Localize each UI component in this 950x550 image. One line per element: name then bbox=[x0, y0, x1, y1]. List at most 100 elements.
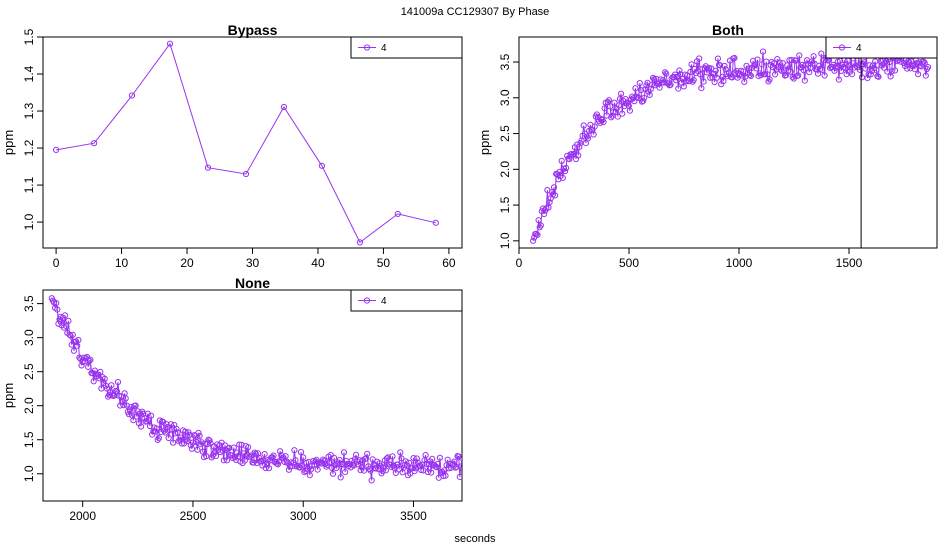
y-tick-label: 1.5 bbox=[22, 28, 36, 45]
data-point bbox=[717, 62, 724, 69]
panel-bypass: Bypass ppm 0 10 20 30 40 50 60 1.0 1.1 1.2 1.3 1.4 1.5… bbox=[1, 22, 463, 270]
panel-both: Both ppm 0 500 1000 1500 1.0 1.5 2.0 2.5 3.0 3.5 4 bbox=[477, 22, 938, 270]
data-point bbox=[752, 61, 759, 68]
data-point bbox=[688, 61, 695, 68]
data-point bbox=[283, 458, 290, 465]
data-point bbox=[576, 143, 583, 150]
data-point bbox=[149, 431, 156, 438]
y-tick-label: 1.5 bbox=[22, 431, 36, 448]
data-point bbox=[795, 72, 802, 79]
data-point bbox=[138, 423, 145, 430]
data-point bbox=[865, 71, 872, 78]
series-4 bbox=[53, 40, 439, 246]
panel-title: Both bbox=[712, 22, 744, 38]
data-point bbox=[342, 469, 349, 476]
data-point bbox=[213, 452, 220, 460]
data-point bbox=[356, 239, 363, 246]
x-tick-label: 30 bbox=[246, 256, 260, 270]
data-point bbox=[198, 439, 205, 446]
data-point bbox=[114, 379, 122, 386]
data-point bbox=[453, 463, 460, 470]
data-point bbox=[537, 222, 544, 229]
data-point bbox=[357, 467, 364, 474]
data-point bbox=[458, 455, 462, 462]
data-point bbox=[634, 93, 641, 101]
data-point bbox=[410, 455, 417, 462]
legend-label: 4 bbox=[381, 43, 387, 54]
data-point bbox=[915, 71, 922, 78]
data-point bbox=[385, 454, 392, 461]
data-point bbox=[337, 474, 344, 481]
data-point bbox=[590, 131, 597, 138]
data-point bbox=[568, 151, 575, 158]
data-point bbox=[796, 52, 803, 59]
legend-marker bbox=[838, 44, 846, 51]
data-point bbox=[897, 58, 904, 65]
data-point bbox=[224, 457, 231, 464]
legend: 4 bbox=[825, 36, 938, 59]
x-tick-label: 50 bbox=[377, 256, 391, 270]
data-point bbox=[457, 463, 462, 470]
data-point bbox=[372, 465, 380, 472]
data-point bbox=[368, 477, 375, 484]
data-point bbox=[862, 65, 869, 72]
plot-frame bbox=[518, 36, 938, 249]
legend-marker bbox=[363, 297, 371, 304]
data-point bbox=[183, 436, 190, 443]
data-point bbox=[712, 67, 719, 74]
data-point bbox=[192, 432, 199, 440]
data-point bbox=[888, 68, 895, 75]
panel-none: None ppm 2000 2500 3000 3500 1.0 1.5 2.0 2.5 3.0 3.… bbox=[1, 275, 463, 523]
data-point bbox=[323, 463, 330, 470]
data-point bbox=[758, 61, 766, 68]
x-tick-label: 500 bbox=[619, 256, 639, 270]
data-point bbox=[886, 59, 893, 66]
y-axis-label: ppm bbox=[477, 130, 492, 155]
panel-title: None bbox=[235, 275, 270, 291]
data-point bbox=[163, 421, 170, 428]
y-tick-label: 1.0 bbox=[22, 213, 36, 230]
data-point bbox=[739, 72, 746, 79]
data-point bbox=[240, 450, 247, 457]
data-point bbox=[76, 354, 83, 361]
data-point bbox=[389, 453, 396, 460]
data-point bbox=[753, 65, 760, 72]
data-point bbox=[170, 439, 177, 446]
y-tick-label: 3.5 bbox=[498, 53, 512, 70]
y-tick-label: 1.5 bbox=[498, 196, 512, 213]
data-point bbox=[585, 135, 592, 142]
data-point bbox=[304, 465, 311, 472]
data-point bbox=[285, 466, 292, 473]
data-point bbox=[778, 67, 785, 74]
y-axis-label: ppm bbox=[1, 383, 16, 408]
data-point bbox=[265, 465, 273, 472]
data-point bbox=[78, 362, 85, 369]
data-point bbox=[379, 467, 386, 474]
data-point bbox=[219, 447, 226, 454]
data-point bbox=[607, 103, 614, 110]
data-point bbox=[434, 460, 441, 468]
data-point bbox=[182, 428, 189, 435]
data-point bbox=[636, 80, 643, 87]
data-point bbox=[120, 402, 127, 409]
y-tick-label: 3.0 bbox=[22, 329, 36, 346]
data-point bbox=[69, 331, 76, 338]
data-point bbox=[277, 448, 284, 455]
legend: 4 bbox=[350, 289, 463, 312]
data-point bbox=[920, 58, 927, 65]
data-point bbox=[413, 455, 420, 462]
data-point bbox=[132, 402, 139, 409]
data-point bbox=[637, 87, 645, 94]
data-point bbox=[660, 79, 668, 86]
data-point bbox=[153, 425, 160, 432]
data-point bbox=[292, 457, 299, 464]
data-point bbox=[247, 453, 254, 460]
x-tick-label: 40 bbox=[311, 256, 325, 270]
data-point bbox=[250, 459, 257, 466]
legend-box bbox=[350, 289, 463, 312]
data-point bbox=[682, 78, 690, 85]
data-point bbox=[422, 452, 429, 459]
data-point bbox=[806, 69, 813, 76]
data-point bbox=[582, 140, 590, 147]
data-point bbox=[297, 449, 305, 456]
